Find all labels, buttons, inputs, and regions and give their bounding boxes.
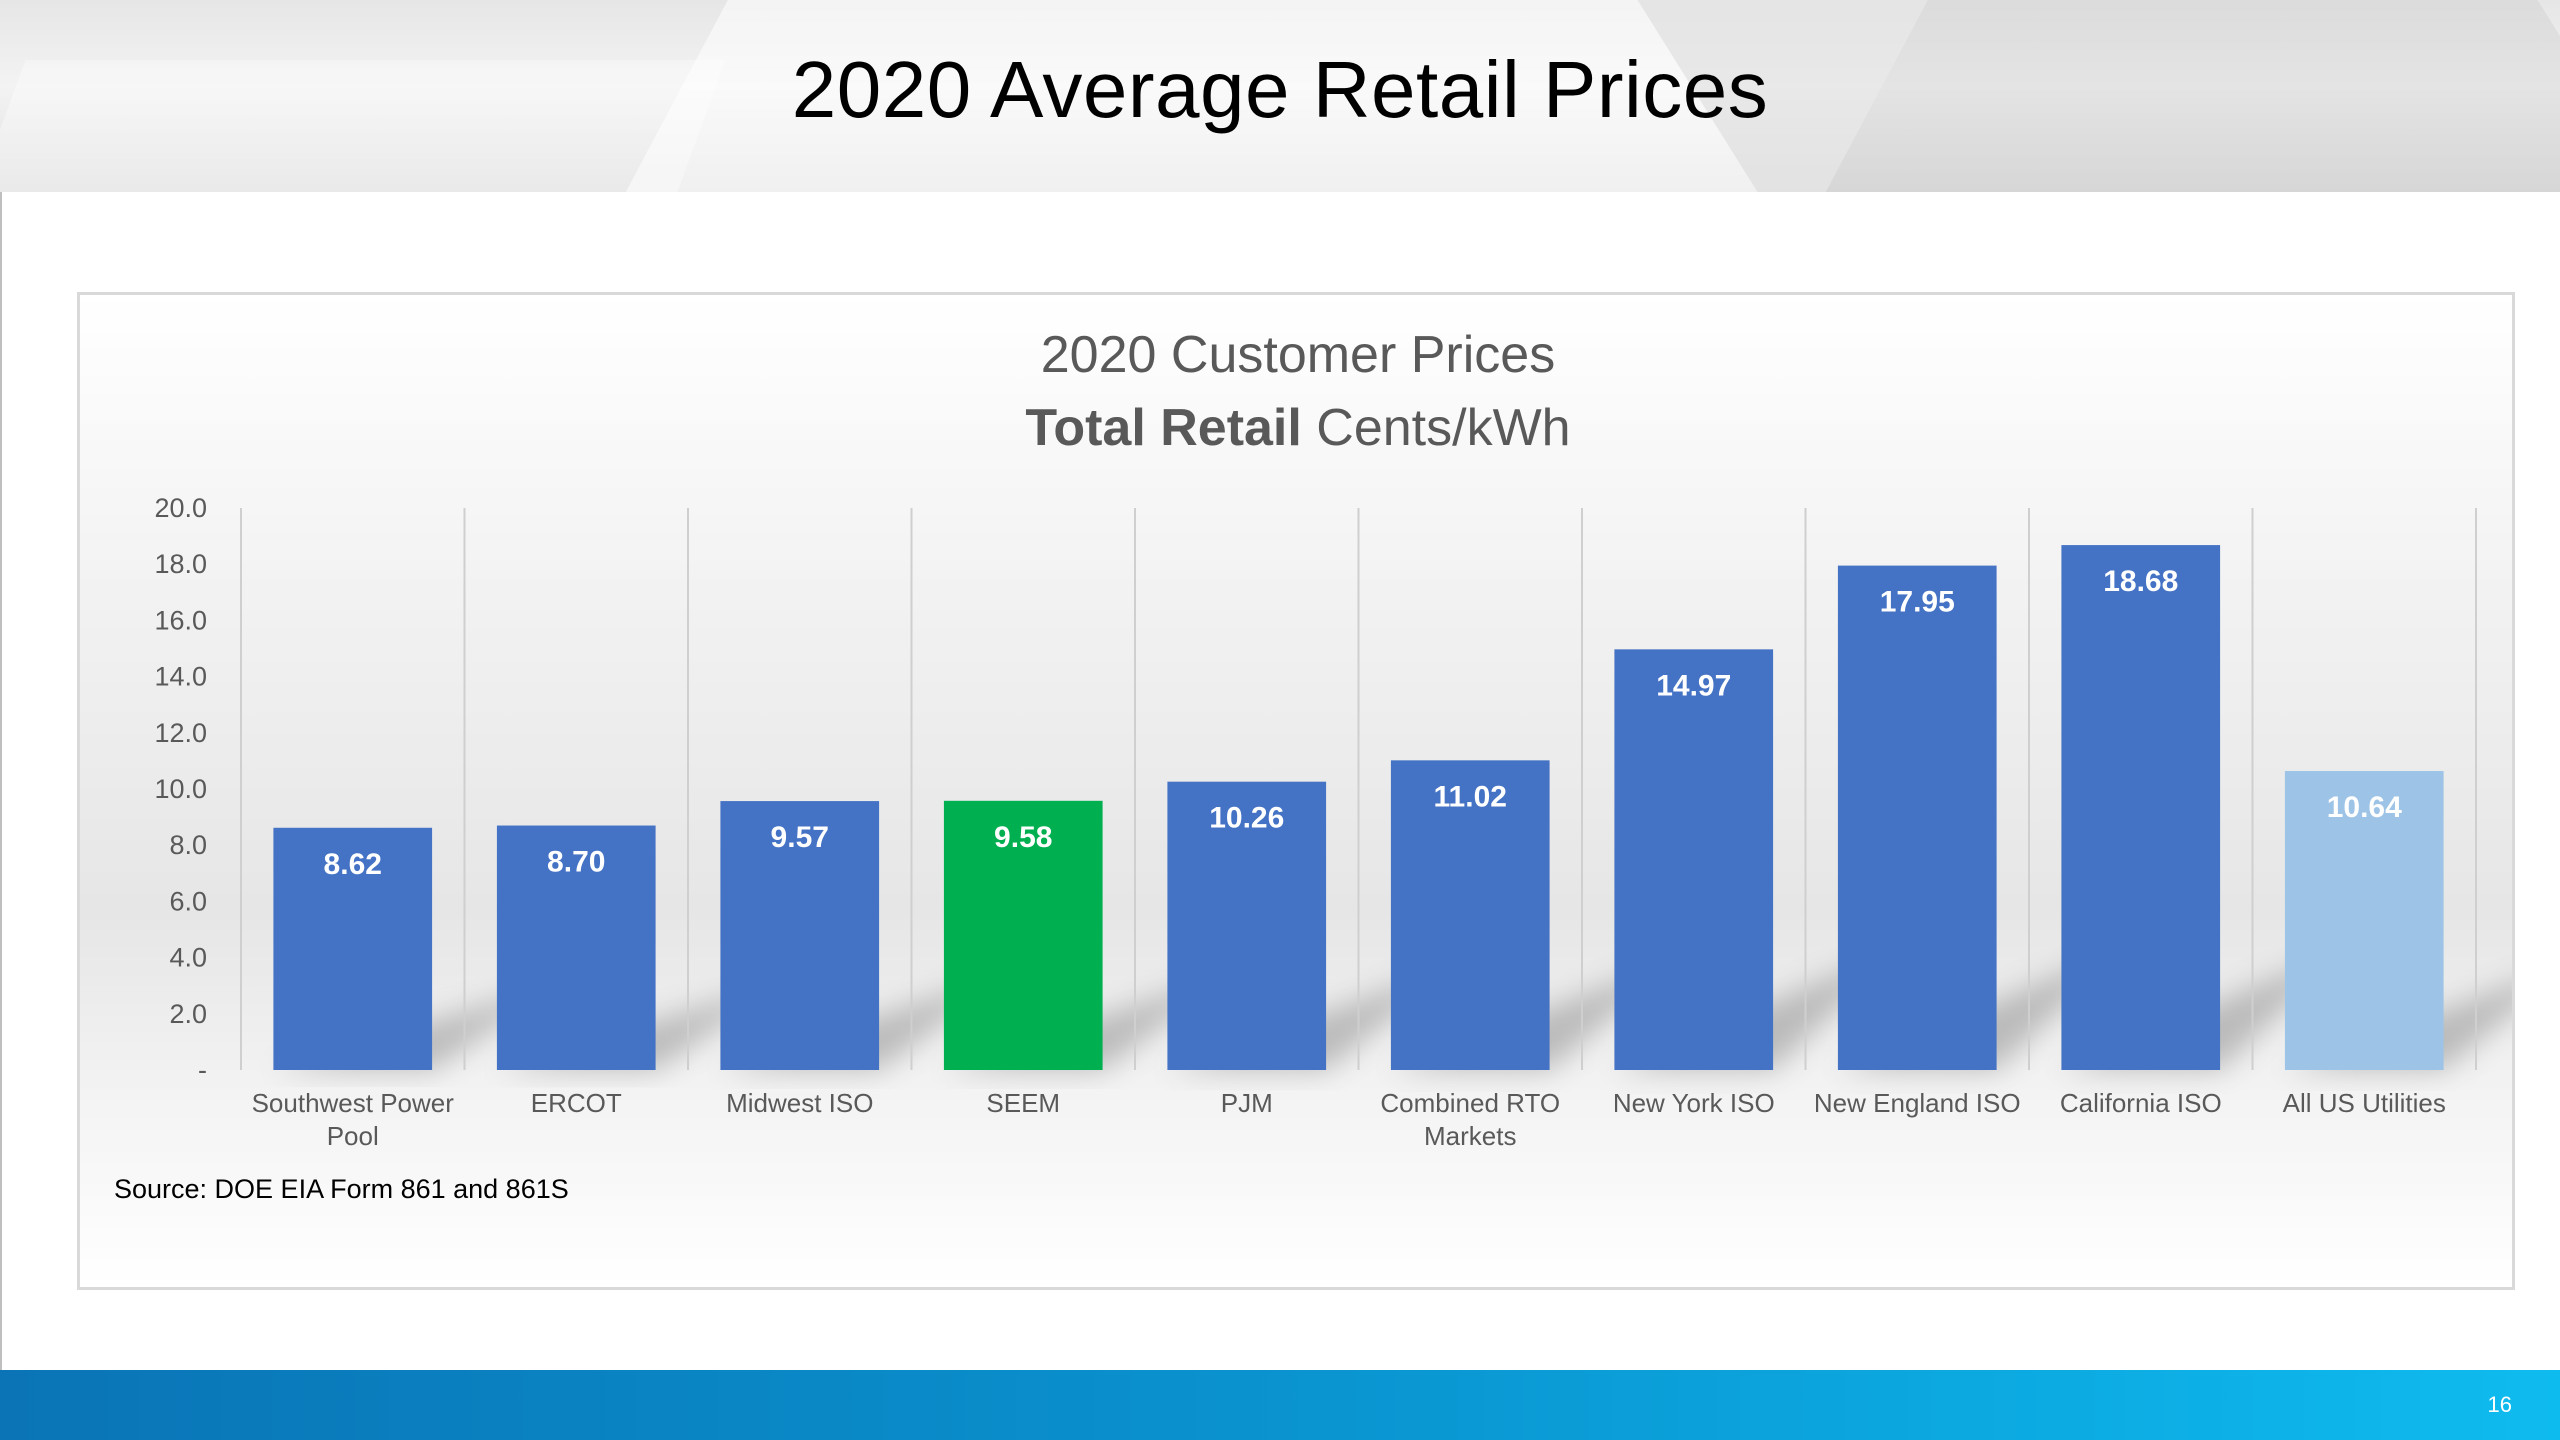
bar bbox=[2061, 545, 2221, 1070]
footer-bar: 16 bbox=[0, 1370, 2560, 1440]
bars bbox=[273, 545, 2444, 1070]
data-label: 8.70 bbox=[547, 846, 605, 879]
x-tick-label: Markets bbox=[1424, 1121, 1516, 1151]
bar bbox=[1390, 760, 1550, 1070]
grid-lines bbox=[240, 508, 2477, 1070]
chart-title-rest: Cents/kWh bbox=[1302, 399, 1571, 457]
y-tick-label: 10.0 bbox=[154, 774, 207, 804]
data-label: 10.64 bbox=[2327, 791, 2402, 824]
x-tick-label: New England ISO bbox=[1814, 1088, 2021, 1118]
x-tick-label: California ISO bbox=[2060, 1088, 2222, 1118]
y-axis-ticks: - 2.0 4.0 6.0 8.0 10.0 12.0 14.0 16.0 18.0 20.0 bbox=[154, 493, 207, 1085]
x-tick-label: SEEM bbox=[986, 1088, 1060, 1118]
bar bbox=[1167, 781, 1327, 1070]
data-label: 9.58 bbox=[994, 821, 1052, 854]
bar bbox=[1614, 649, 1774, 1070]
data-labels: 8.62 8.70 9.57 9.58 10.26 11.02 14.97 17.95 18.6… bbox=[324, 565, 2403, 881]
data-label: 9.57 bbox=[771, 821, 829, 854]
x-tick-label: PJM bbox=[1221, 1088, 1273, 1118]
y-tick-label: - bbox=[198, 1055, 207, 1085]
y-tick-label: 8.0 bbox=[169, 830, 207, 860]
y-tick-label: 20.0 bbox=[154, 493, 207, 523]
x-tick-label: Combined RTO bbox=[1380, 1088, 1560, 1118]
bar bbox=[2284, 771, 2444, 1070]
x-tick-label: Pool bbox=[327, 1121, 379, 1151]
data-label: 8.62 bbox=[324, 848, 382, 881]
header-band: 2020 Average Retail Prices bbox=[0, 0, 2560, 192]
bar bbox=[496, 825, 656, 1070]
data-label: 11.02 bbox=[1434, 780, 1507, 813]
data-label: 14.97 bbox=[1656, 669, 1731, 702]
y-tick-label: 6.0 bbox=[169, 886, 207, 916]
data-label: 10.26 bbox=[1209, 802, 1284, 835]
chart-title-bold: Total Retail bbox=[1025, 399, 1301, 457]
bar bbox=[273, 827, 433, 1070]
chart-title-line1: 2020 Customer Prices bbox=[1041, 326, 1555, 384]
y-tick-label: 12.0 bbox=[154, 718, 207, 748]
x-tick-label: All US Utilities bbox=[2283, 1088, 2446, 1118]
x-tick-label: Southwest Power bbox=[252, 1088, 455, 1118]
bar-chart: 2020 Customer Prices Total Retail Cents/… bbox=[114, 326, 2512, 1204]
x-tick-label: New York ISO bbox=[1613, 1088, 1775, 1118]
y-tick-label: 18.0 bbox=[154, 549, 207, 579]
bar bbox=[943, 800, 1103, 1070]
y-tick-label: 14.0 bbox=[154, 662, 207, 692]
x-tick-label: Midwest ISO bbox=[726, 1088, 873, 1118]
page-number: 16 bbox=[2487, 1392, 2512, 1417]
data-label: 18.68 bbox=[2103, 565, 2178, 598]
data-label: 17.95 bbox=[1880, 586, 1955, 619]
chart-title-line2: Total Retail Cents/kWh bbox=[1025, 399, 1570, 457]
y-tick-label: 4.0 bbox=[169, 943, 207, 973]
source-note: Source: DOE EIA Form 861 and 861S bbox=[114, 1174, 569, 1204]
y-tick-label: 16.0 bbox=[154, 605, 207, 635]
chart-panel: 2020 Customer Prices Total Retail Cents/… bbox=[77, 292, 2515, 1290]
left-divider bbox=[0, 192, 2, 1370]
slide-title: 2020 Average Retail Prices bbox=[791, 45, 1769, 134]
y-tick-label: 2.0 bbox=[169, 999, 207, 1029]
bar bbox=[1837, 565, 1997, 1070]
bar bbox=[720, 801, 880, 1070]
x-tick-label: ERCOT bbox=[531, 1088, 622, 1118]
